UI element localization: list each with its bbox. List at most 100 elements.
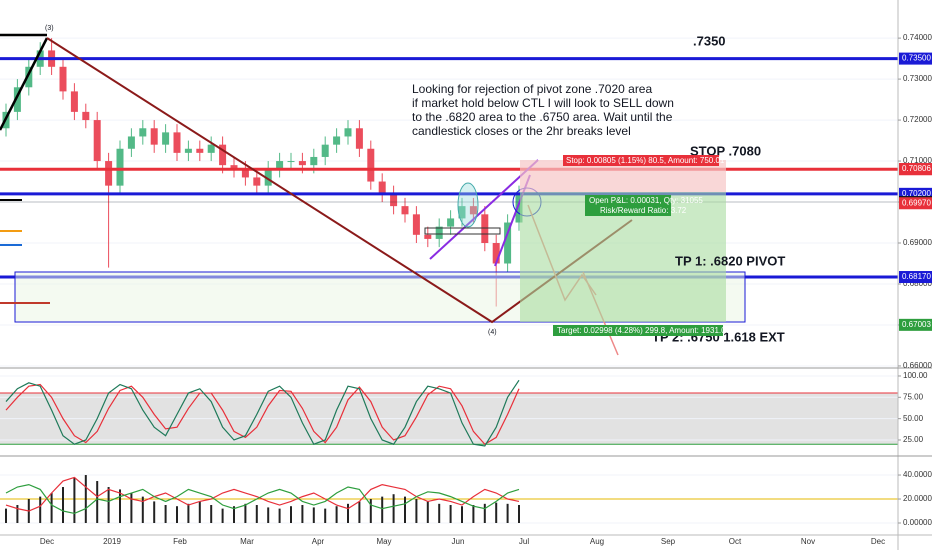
x-tick-label: Sep (661, 537, 676, 546)
candle-body (82, 111, 90, 121)
x-tick-label: Jul (519, 537, 529, 546)
candle-body (344, 128, 352, 137)
candle-body (321, 144, 329, 157)
note-line: to the .6820 area to the .6750 area. Wai… (412, 110, 673, 124)
candle-body (492, 243, 500, 264)
series-line (5, 484, 520, 515)
candle-body (390, 193, 398, 207)
x-tick-label: Nov (801, 537, 815, 546)
y-tick-label: 0.71000 (903, 156, 932, 165)
price-tag-label: 0.73500 (902, 54, 931, 63)
x-tick-label: Dec (871, 537, 885, 546)
price-tag (899, 163, 932, 176)
y-tick-label: 50.00 (903, 414, 924, 423)
candle-body (70, 91, 78, 112)
candle-body (435, 226, 443, 239)
note-line: Looking for rejection of pivot zone .702… (412, 82, 652, 96)
y-tick-label: 0.69000 (903, 238, 932, 247)
pnl-box (585, 195, 671, 216)
y-tick-label: 0.72000 (903, 115, 932, 124)
annotation: TP 1: .6820 PIVOT (675, 253, 785, 268)
note-line: if market hold below CTL I will look to … (412, 96, 674, 110)
y-tick-label: 25.00 (903, 435, 924, 444)
annotation: .7350 (693, 33, 726, 48)
candle-body (105, 161, 113, 186)
x-tick-label: Aug (590, 537, 604, 546)
target-label-box (553, 325, 723, 336)
candle-body (515, 193, 523, 223)
y-tick-label: 75.00 (903, 392, 924, 401)
candle-body (241, 169, 249, 178)
candle-body (253, 177, 261, 186)
trend-line (0, 37, 49, 131)
wave-label: (3) (45, 25, 54, 32)
stop-label-box (563, 155, 719, 166)
y-tick-label: 0.73000 (903, 74, 932, 83)
candle-body (298, 161, 306, 166)
candle-body (333, 136, 341, 145)
candle-body (504, 222, 512, 264)
candle-body (378, 181, 386, 194)
pnl-label: Open P&L: 0.00031, Qty: 31055 (589, 196, 703, 205)
candle-body (162, 132, 170, 145)
candle-body (424, 234, 432, 239)
x-tick-label: Dec (40, 537, 54, 546)
candle-body (93, 120, 101, 162)
candle-body (481, 214, 489, 244)
drawings (0, 33, 746, 356)
candle-body (184, 148, 192, 153)
price-tag-label: 0.67003 (902, 320, 931, 329)
note-line: candlestick closes or the 2hr breaks lev… (412, 124, 631, 138)
candle-body (139, 128, 147, 137)
y-tick-label: 100.00 (903, 371, 928, 380)
ratio-label: Risk/Reward Ratio: 3.72 (600, 206, 687, 215)
series-line (5, 476, 520, 512)
price-tag-label: 0.69970 (902, 198, 931, 207)
y-tick-label: 0.00000 (903, 518, 932, 527)
candle-body (25, 66, 33, 88)
price-tag (899, 52, 932, 65)
candle-body (219, 144, 227, 166)
candle-body (13, 87, 21, 112)
y-tick-label: 40.00000 (903, 470, 932, 479)
candle-body (287, 161, 295, 163)
price-tag-label: 0.70200 (902, 189, 931, 198)
candle-body (447, 218, 455, 227)
candle-body (469, 206, 477, 215)
y-tick-label: 0.68000 (903, 279, 932, 288)
candle-body (59, 66, 67, 92)
y-tick-label: 0.74000 (903, 33, 932, 42)
highlight (457, 182, 479, 228)
x-tick-label: 2019 (103, 537, 121, 546)
candle-body (412, 214, 420, 235)
candle-body (276, 161, 284, 170)
x-tick-label: May (376, 537, 391, 546)
price-tag-label: 0.70806 (902, 164, 931, 173)
candle-body (196, 148, 204, 153)
series-line (5, 383, 520, 446)
range-box (424, 227, 501, 235)
annotation: STOP .7080 (690, 143, 761, 158)
x-tick-label: Jun (452, 537, 465, 546)
stop-label: Stop: 0.00805 (1.15%) 80.5, Amount: 750.… (566, 156, 725, 165)
candle-body (310, 156, 318, 166)
price-tag (899, 197, 932, 210)
y-tick-label: 0.66000 (903, 361, 932, 370)
wave-label: (4) (488, 329, 497, 336)
price-tag-label: 0.68170 (902, 272, 931, 281)
candle-body (264, 169, 272, 186)
price-tag (899, 318, 932, 331)
series-line (5, 379, 520, 447)
candle-body (355, 128, 363, 149)
x-tick-label: Feb (173, 537, 187, 546)
candle-body (230, 165, 238, 170)
candle-body (116, 148, 124, 186)
target-label: Target: 0.02998 (4.28%) 299.8, Amount: 1… (557, 326, 731, 335)
price-tag (899, 271, 932, 284)
candle-body (401, 206, 409, 215)
candle-body (173, 132, 181, 153)
candle-body (207, 144, 215, 153)
candle-body (367, 148, 375, 182)
y-tick-label: 20.00000 (903, 494, 932, 503)
